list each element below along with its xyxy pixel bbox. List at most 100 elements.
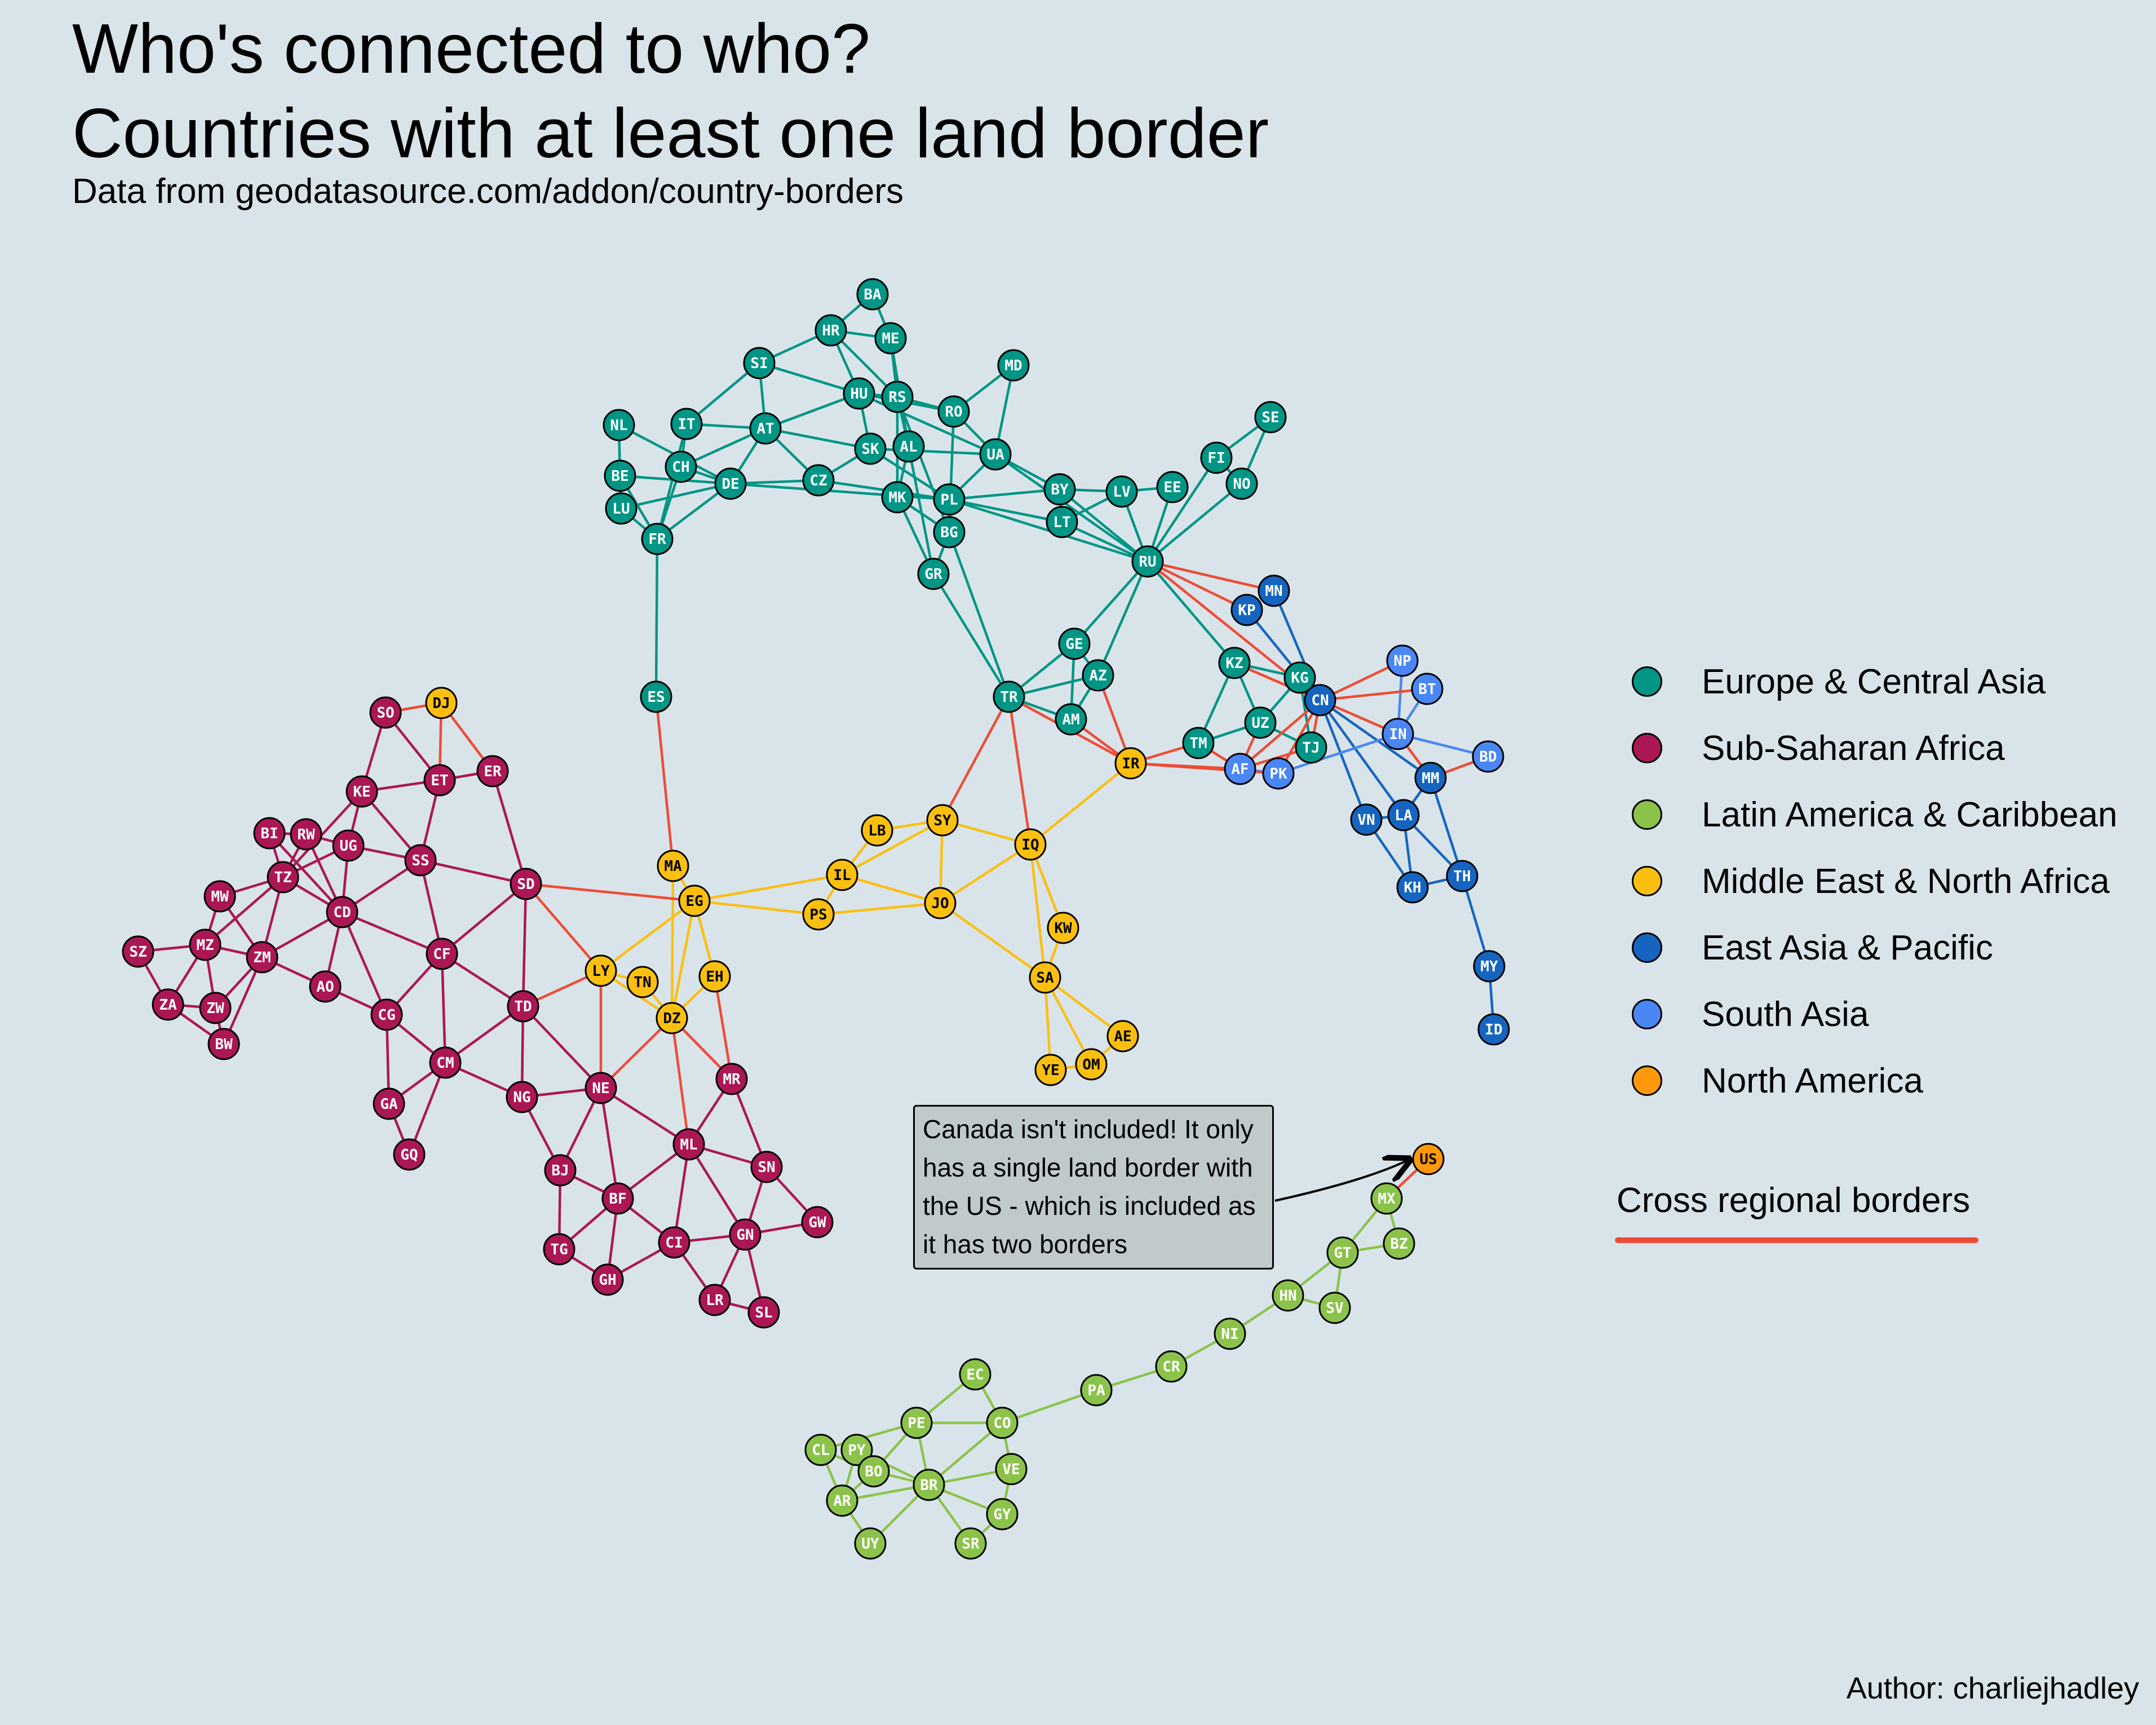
node-label-IT: IT xyxy=(678,416,695,433)
node-LY: LY xyxy=(585,954,617,987)
node-IT: IT xyxy=(670,408,703,440)
node-MM: MM xyxy=(1414,762,1447,794)
node-BI: BI xyxy=(253,817,286,850)
node-PA: PA xyxy=(1080,1374,1113,1406)
node-LU: LU xyxy=(605,492,637,525)
edge-BY-RU xyxy=(1059,488,1149,563)
node-circle-SR xyxy=(954,1527,987,1560)
node-label-YE: YE xyxy=(1042,1062,1059,1079)
node-circle-SO xyxy=(369,696,402,729)
node-SY: SY xyxy=(926,804,959,837)
node-IL: IL xyxy=(826,859,858,891)
node-circle-ZW xyxy=(199,992,232,1024)
node-TZ: TZ xyxy=(267,861,299,894)
node-label-AZ: AZ xyxy=(1089,667,1106,684)
node-FI: FI xyxy=(1200,441,1233,474)
node-label-NL: NL xyxy=(610,417,627,434)
node-RO: RO xyxy=(937,395,970,428)
node-circle-DJ xyxy=(425,687,458,719)
edge-EG-LY xyxy=(600,900,696,972)
node-circle-CO xyxy=(986,1406,1019,1439)
node-label-ET: ET xyxy=(431,772,448,789)
node-label-MD: MD xyxy=(1004,357,1022,374)
edge-GR-TR xyxy=(932,573,1010,698)
node-ES: ES xyxy=(640,680,672,713)
node-US: US xyxy=(1412,1143,1445,1175)
node-KE: KE xyxy=(346,775,378,808)
node-label-ZM: ZM xyxy=(253,949,271,966)
node-CI: CI xyxy=(658,1226,690,1259)
node-label-IQ: IQ xyxy=(1021,837,1039,853)
node-circle-GE xyxy=(1058,627,1091,660)
node-label-PK: PK xyxy=(1269,766,1287,782)
node-circle-AL xyxy=(892,430,925,463)
node-label-UA: UA xyxy=(986,446,1004,463)
edge-IL-JO xyxy=(842,873,941,905)
node-HN: HN xyxy=(1272,1279,1304,1312)
node-label-ME: ME xyxy=(882,330,899,347)
node-label-KE: KE xyxy=(353,784,370,800)
node-ZW: ZW xyxy=(199,992,232,1024)
node-UG: UG xyxy=(332,829,365,862)
node-circle-EG xyxy=(678,884,711,917)
node-GT: GT xyxy=(1326,1236,1359,1269)
node-circle-AT xyxy=(749,412,782,445)
node-circle-BD xyxy=(1472,740,1504,773)
node-TD: TD xyxy=(507,990,539,1023)
node-circle-SD xyxy=(510,868,542,900)
edge-SK-UA xyxy=(870,447,996,456)
node-CG: CG xyxy=(370,998,403,1031)
edge-RU-MN xyxy=(1147,560,1274,592)
node-label-BW: BW xyxy=(215,1036,233,1053)
node-circle-UG xyxy=(332,829,365,862)
edge-FR-ES xyxy=(654,538,659,697)
node-label-BR: BR xyxy=(920,1477,938,1494)
node-SL: SL xyxy=(747,1296,780,1329)
edge-AT-SK xyxy=(765,427,871,450)
node-CZ: CZ xyxy=(802,464,835,497)
node-CR: CR xyxy=(1155,1350,1188,1383)
legend-item-lac: Latin America & Caribbean xyxy=(1632,781,2118,848)
edge-RU-KZ xyxy=(1146,560,1236,664)
legend-dot-na xyxy=(1632,1065,1662,1096)
node-AE: AE xyxy=(1106,1020,1139,1052)
node-circle-PS xyxy=(802,898,835,931)
node-AM: AM xyxy=(1055,703,1087,736)
node-circle-PK xyxy=(1262,757,1295,790)
node-label-KG: KG xyxy=(1291,670,1308,687)
node-SA: SA xyxy=(1029,961,1061,994)
node-circle-LT xyxy=(1046,506,1078,538)
node-circle-GW xyxy=(801,1206,834,1239)
node-circle-KG xyxy=(1283,661,1316,694)
node-circle-LY xyxy=(585,954,617,987)
annotation-arrow xyxy=(1274,1160,1408,1202)
edge-UA-RU xyxy=(994,453,1149,563)
node-label-GT: GT xyxy=(1334,1245,1351,1262)
node-circle-NI xyxy=(1214,1317,1246,1350)
node-BO: BO xyxy=(857,1455,890,1488)
node-MN: MN xyxy=(1258,574,1290,607)
node-AT: AT xyxy=(749,412,782,445)
node-label-BG: BG xyxy=(940,524,958,541)
legend-dot-sa xyxy=(1632,999,1662,1029)
node-label-IL: IL xyxy=(833,867,851,884)
edge-JO-SA xyxy=(939,902,1046,979)
legend-dot-mena xyxy=(1632,866,1662,896)
node-circle-IT xyxy=(670,408,703,440)
node-label-TM: TM xyxy=(1189,735,1207,752)
node-label-BJ: BJ xyxy=(551,1162,569,1179)
edge-CN-MM xyxy=(1319,699,1432,779)
edge-ML-GN xyxy=(688,1143,746,1236)
node-label-JO: JO xyxy=(931,895,949,912)
node-NO: NO xyxy=(1225,467,1258,500)
node-label-MX: MX xyxy=(1378,1191,1396,1208)
node-LR: LR xyxy=(698,1284,731,1316)
node-circle-HU xyxy=(843,377,875,410)
node-circle-LU xyxy=(605,492,637,525)
node-KW: KW xyxy=(1047,912,1079,944)
node-circle-BO xyxy=(857,1455,890,1488)
legend-dot-lac xyxy=(1632,799,1662,830)
node-circle-MR xyxy=(715,1063,748,1095)
node-LV: LV xyxy=(1105,475,1138,508)
edge-PS-JO xyxy=(818,901,941,916)
